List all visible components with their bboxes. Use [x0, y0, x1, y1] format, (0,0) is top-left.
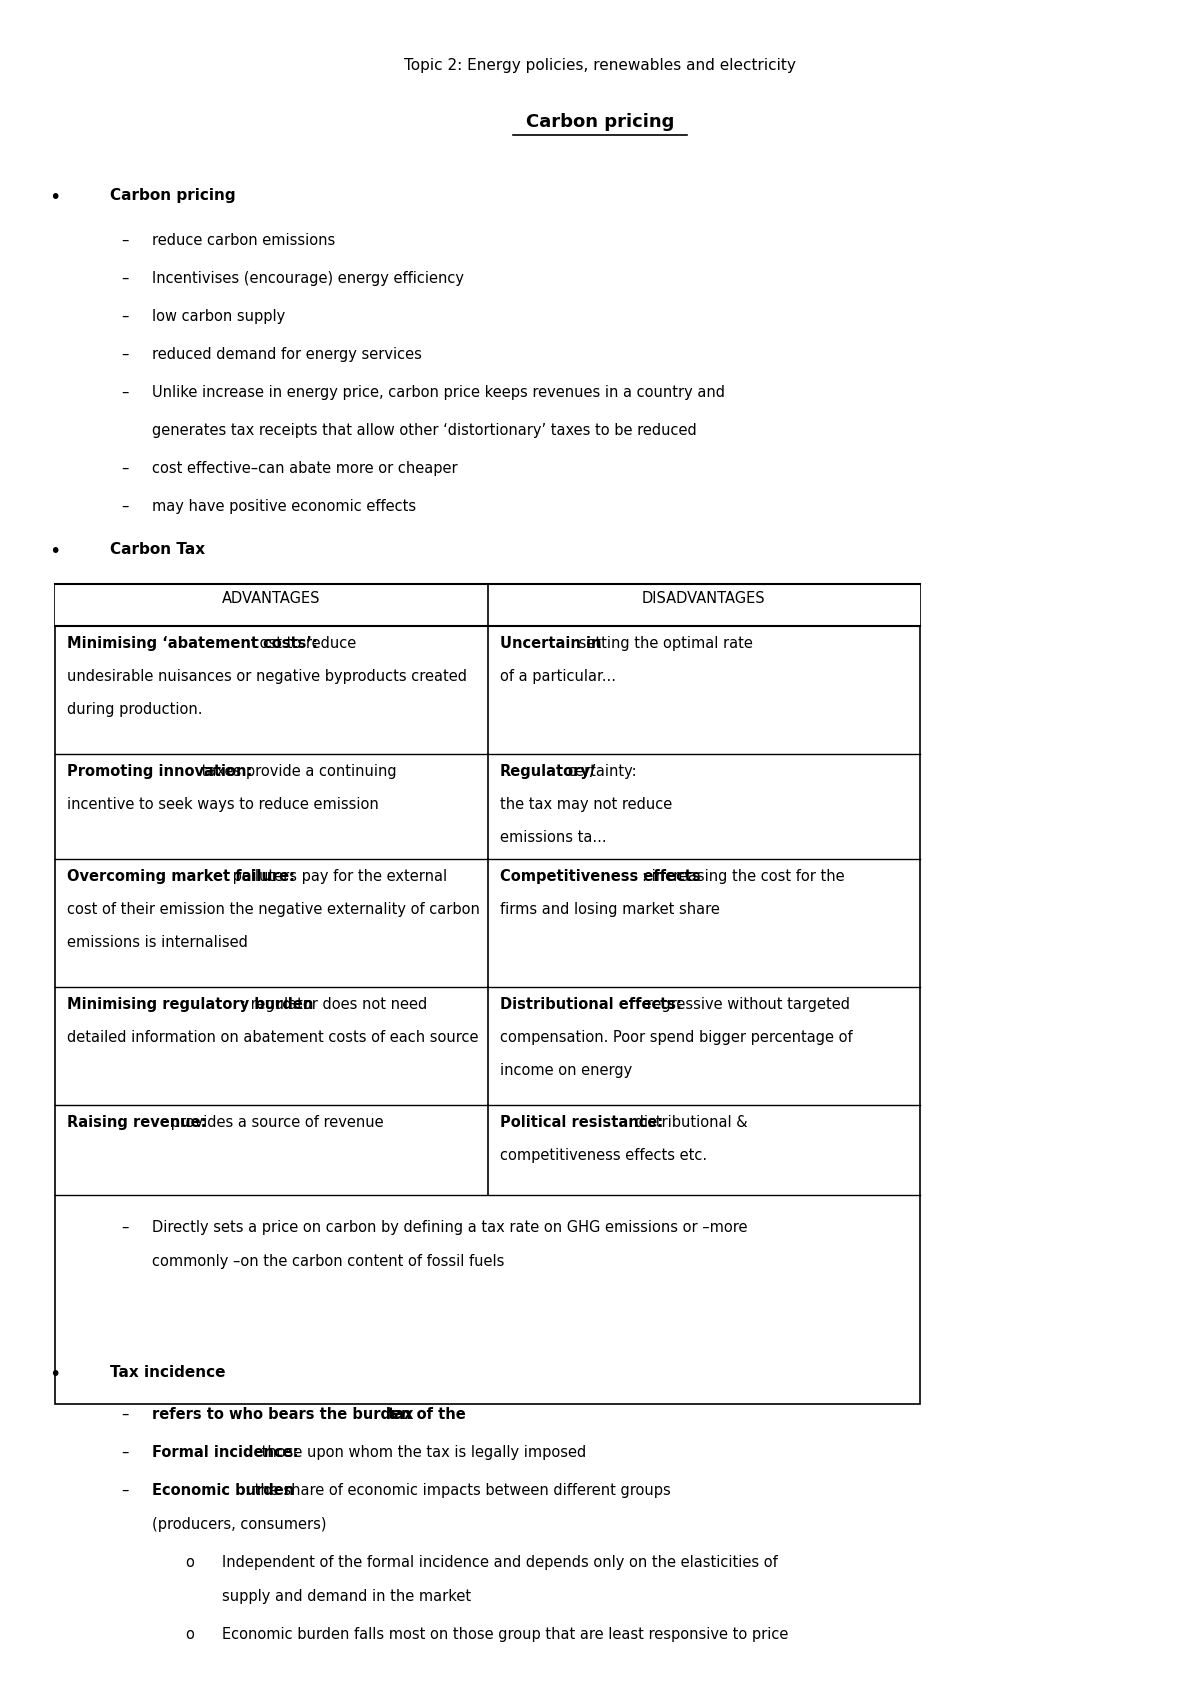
Text: Unlike increase in energy price, carbon price keeps revenues in a country and: Unlike increase in energy price, carbon …	[152, 385, 725, 401]
Text: income on energy: income on energy	[499, 1063, 631, 1078]
Text: –: –	[121, 1445, 128, 1460]
Text: cost to reduce: cost to reduce	[247, 637, 356, 650]
Text: •: •	[49, 542, 61, 560]
Text: of a particular...: of a particular...	[499, 669, 616, 684]
Text: Uncertain in: Uncertain in	[499, 637, 601, 650]
Text: –: –	[121, 1219, 128, 1234]
Text: Economic burden: Economic burden	[152, 1482, 294, 1498]
Text: refers to who bears the burden of the: refers to who bears the burden of the	[152, 1408, 470, 1421]
Text: generates tax receipts that allow other ‘distortionary’ taxes to be reduced: generates tax receipts that allow other …	[152, 423, 697, 438]
Text: Political resistance:: Political resistance:	[499, 1116, 662, 1129]
Text: •: •	[49, 1365, 61, 1384]
Text: incentive to seek ways to reduce emission: incentive to seek ways to reduce emissio…	[67, 796, 379, 812]
Text: –: –	[121, 272, 128, 285]
Text: distributional &: distributional &	[630, 1116, 748, 1129]
Text: competitiveness effects etc.: competitiveness effects etc.	[499, 1148, 707, 1163]
Text: Overcoming market failure:: Overcoming market failure:	[67, 869, 295, 885]
Text: firms and losing market share: firms and losing market share	[499, 902, 719, 917]
Text: setting the optimal rate: setting the optimal rate	[574, 637, 752, 650]
Text: Minimising ‘abatement costs’:: Minimising ‘abatement costs’:	[67, 637, 318, 650]
Text: Carbon Tax: Carbon Tax	[110, 542, 205, 557]
Text: Carbon pricing: Carbon pricing	[110, 188, 235, 204]
Bar	[55, 584, 920, 627]
Text: cost of their emission the negative externality of carbon: cost of their emission the negative exte…	[67, 902, 480, 917]
Text: •: •	[49, 188, 61, 207]
Text: undesirable nuisances or negative byproducts created: undesirable nuisances or negative byprod…	[67, 669, 467, 684]
Text: –: –	[121, 1408, 128, 1421]
Text: polluters pay for the external: polluters pay for the external	[228, 869, 448, 885]
Text: –: –	[121, 385, 128, 401]
Text: certainty:: certainty:	[568, 764, 637, 779]
Text: –: –	[121, 499, 128, 514]
Text: –: –	[121, 1482, 128, 1498]
Text: o: o	[186, 1627, 194, 1642]
Text: : increasing the cost for the: : increasing the cost for the	[642, 869, 845, 885]
Text: Promoting innovation:: Promoting innovation:	[67, 764, 252, 779]
Text: provides a source of revenue: provides a source of revenue	[166, 1116, 384, 1129]
Text: Distributional effects:: Distributional effects:	[499, 997, 682, 1012]
Text: regressive without targeted: regressive without targeted	[642, 997, 850, 1012]
Text: o: o	[186, 1555, 194, 1571]
Text: emissions ta...: emissions ta...	[499, 830, 606, 846]
Text: Competitiveness effects: Competitiveness effects	[499, 869, 700, 885]
Text: commonly –on the carbon content of fossil fuels: commonly –on the carbon content of fossi…	[152, 1255, 504, 1268]
Text: taxes provide a continuing: taxes provide a continuing	[197, 764, 397, 779]
Text: Minimising regulatory burden: Minimising regulatory burden	[67, 997, 313, 1012]
Text: : regulator does not need: : regulator does not need	[241, 997, 427, 1012]
Text: detailed information on abatement costs of each source: detailed information on abatement costs …	[67, 1031, 479, 1044]
Text: emissions is internalised: emissions is internalised	[67, 936, 248, 949]
Text: –: –	[121, 233, 128, 248]
Text: Carbon pricing: Carbon pricing	[526, 114, 674, 131]
Text: (producers, consumers): (producers, consumers)	[152, 1516, 326, 1532]
Text: low carbon supply: low carbon supply	[152, 309, 286, 324]
Bar	[55, 584, 920, 1404]
Text: Regulatory/: Regulatory/	[499, 764, 595, 779]
Text: : the share of economic impacts between different groups: : the share of economic impacts between …	[245, 1482, 671, 1498]
Text: may have positive economic effects: may have positive economic effects	[152, 499, 416, 514]
Text: Economic burden falls most on those group that are least responsive to price: Economic burden falls most on those grou…	[222, 1627, 788, 1642]
Text: –: –	[121, 309, 128, 324]
Text: reduce carbon emissions: reduce carbon emissions	[152, 233, 335, 248]
Text: tax: tax	[388, 1408, 414, 1421]
Text: Incentivises (encourage) energy efficiency: Incentivises (encourage) energy efficien…	[152, 272, 464, 285]
Text: –: –	[121, 346, 128, 362]
Text: reduced demand for energy services: reduced demand for energy services	[152, 346, 422, 362]
Text: during production.: during production.	[67, 701, 203, 717]
Text: Directly sets a price on carbon by defining a tax rate on GHG emissions or –more: Directly sets a price on carbon by defin…	[152, 1219, 748, 1234]
Text: Tax incidence: Tax incidence	[110, 1365, 226, 1380]
Text: the tax may not reduce: the tax may not reduce	[499, 796, 672, 812]
Text: those upon whom the tax is legally imposed: those upon whom the tax is legally impos…	[257, 1445, 587, 1460]
Text: Raising revenue:: Raising revenue:	[67, 1116, 206, 1129]
Text: Topic 2: Energy policies, renewables and electricity: Topic 2: Energy policies, renewables and…	[404, 58, 796, 73]
Text: –: –	[121, 460, 128, 475]
Text: compensation. Poor spend bigger percentage of: compensation. Poor spend bigger percenta…	[499, 1031, 852, 1044]
Text: cost effective–can abate more or cheaper: cost effective–can abate more or cheaper	[152, 460, 457, 475]
Text: Independent of the formal incidence and depends only on the elasticities of: Independent of the formal incidence and …	[222, 1555, 778, 1571]
Text: ADVANTAGES: ADVANTAGES	[222, 591, 320, 606]
Text: DISADVANTAGES: DISADVANTAGES	[642, 591, 766, 606]
Text: supply and demand in the market: supply and demand in the market	[222, 1589, 472, 1605]
Text: Formal incidence:: Formal incidence:	[152, 1445, 299, 1460]
